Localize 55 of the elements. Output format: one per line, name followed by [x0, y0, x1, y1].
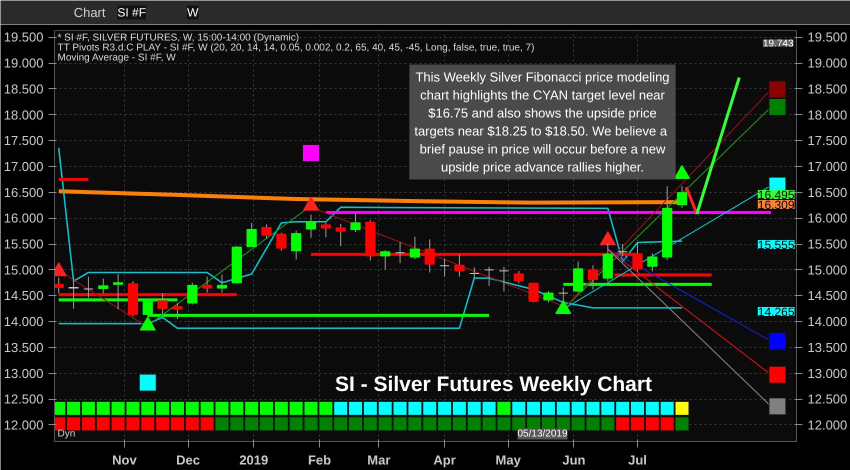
annotation: Dyn	[58, 428, 76, 440]
annotation: 14.265	[758, 305, 795, 319]
y-tick-label: 18.500	[4, 81, 44, 96]
annotation: TT Pivots R3.d.C PLAY - SI #F, W (20, 20, 14, 14, 0.05, 0.002, 0.2, 65, 40, 45, -45, Long, false, true, true, 7)	[58, 42, 534, 54]
y2-tick-label: 18.000	[808, 107, 848, 122]
y2-tick-label: 14.500	[808, 288, 848, 304]
y-tick-label: 19.500	[4, 30, 44, 45]
y2-tick-label: 12.500	[808, 392, 848, 407]
y-tick-label: 17.000	[4, 158, 44, 174]
y-tick-label: 18.000	[4, 107, 44, 122]
x-tick-label: Dec	[176, 452, 200, 468]
x-tick-label: 2019	[239, 452, 268, 468]
y-tick-label: 16.500	[4, 184, 44, 200]
y2-tick-label: 12.000	[808, 417, 848, 432]
y-tick-label: 12.500	[4, 392, 44, 407]
y2-tick-label: 16.000	[808, 210, 848, 226]
y-tick-label: 17.500	[4, 133, 44, 148]
annotation: 15.555	[758, 238, 795, 252]
x-tick-label: Nov	[112, 452, 138, 468]
x-tick-label: Jun	[562, 452, 586, 468]
y2-tick-label: 13.000	[808, 366, 848, 381]
y-tick-label: 13.000	[4, 366, 44, 381]
y2-tick-label: 16.500	[808, 184, 848, 200]
annotation: Moving Average - SI #F, W	[58, 52, 176, 64]
y2-tick-label: 17.500	[808, 133, 848, 148]
y2-tick-label: 19.000	[808, 56, 848, 71]
y-tick-label: 15.000	[4, 262, 44, 278]
x-tick-label: May	[496, 452, 522, 468]
y2-tick-label: 18.500	[808, 81, 848, 96]
annotation: This Weekly Silver Fibonacci price modeling chart highlights the CYAN target level near $16.75 and also shows the upside price targets near $18.25 to $18.50. We believe a brief pause in price will occur before a new upside price advance rallies higher.	[414, 70, 670, 174]
y2-tick-label: 19.500	[808, 30, 848, 45]
x-tick-label: Apr	[433, 452, 456, 468]
text: SI - Silver Futures Weekly Chart	[334, 373, 652, 396]
y-tick-label: 14.000	[4, 314, 44, 330]
y2-tick-label: 17.000	[808, 158, 848, 174]
annotation: * SI #F, SILVER FUTURES, W, 15:00-14:00 (Dynamic)	[58, 32, 300, 44]
y2-tick-label: 13.500	[808, 340, 848, 355]
annotation: 16.309	[758, 198, 795, 212]
annotation: 05/13/2019	[517, 428, 568, 440]
text: SI #F	[117, 6, 146, 20]
text: Chart	[74, 5, 106, 20]
y-tick-label: 19.000	[4, 56, 44, 71]
y-tick-label: 16.000	[4, 210, 44, 226]
y-tick-label: 15.500	[4, 236, 44, 252]
y2-tick-label: 15.000	[808, 262, 848, 278]
annotation: 16.495	[758, 188, 795, 202]
y-tick-label: 14.500	[4, 288, 44, 304]
x-tick-label: Jul	[628, 452, 647, 468]
y2-tick-label: 14.000	[808, 314, 848, 330]
y-tick-label: 12.000	[4, 417, 44, 432]
y-tick-label: 13.500	[4, 340, 44, 355]
text: W	[187, 6, 200, 20]
x-tick-label: Mar	[367, 452, 390, 468]
x-tick-label: Feb	[308, 452, 332, 468]
y2-tick-label: 15.500	[808, 236, 848, 252]
